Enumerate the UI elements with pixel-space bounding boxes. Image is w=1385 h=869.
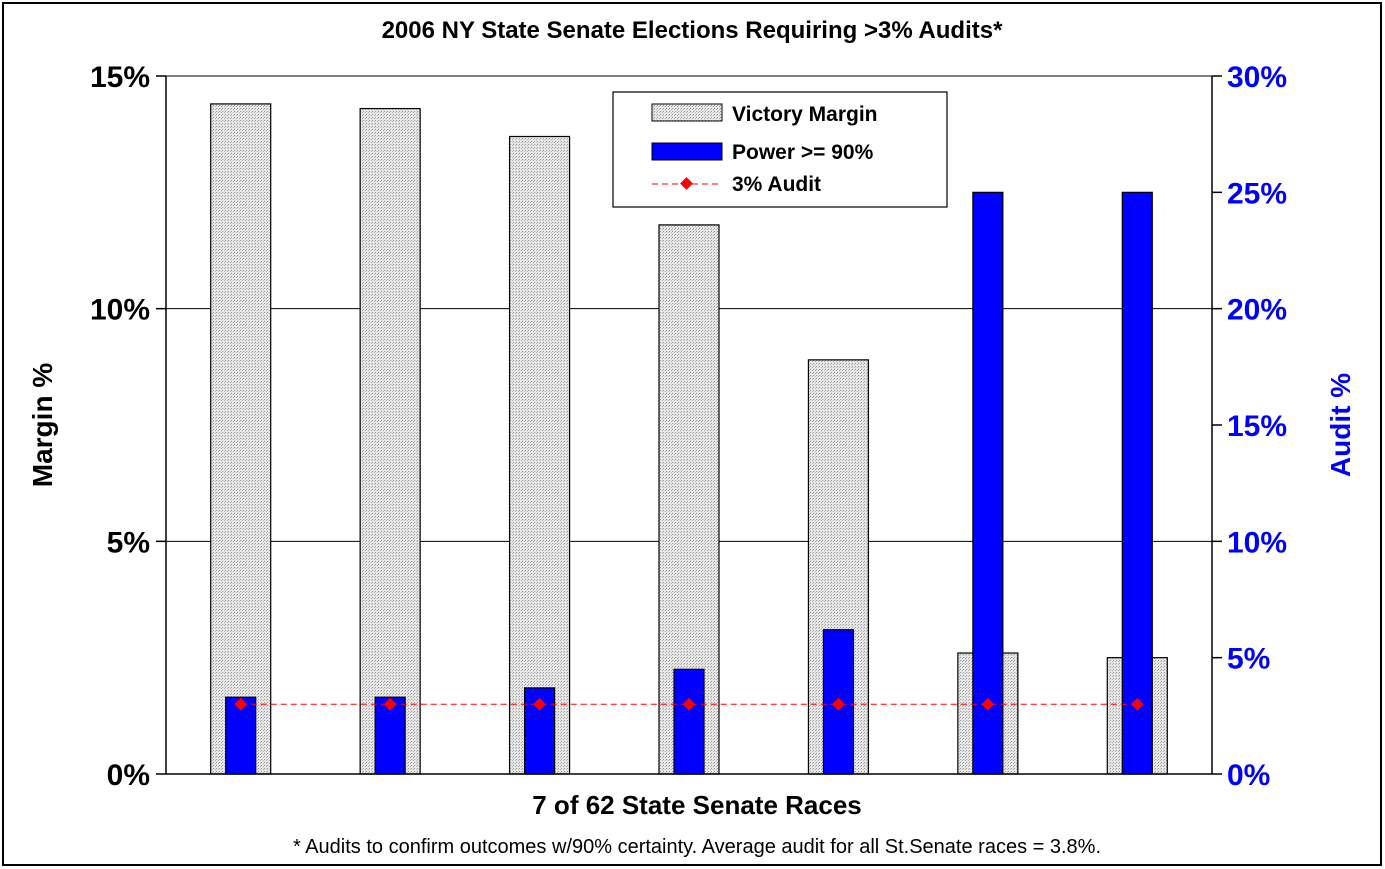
y-right-tick-label-4: 20% [1227, 294, 1287, 327]
y-axis-right-label: Audit % [1325, 373, 1356, 477]
legend-label-victory-margin: Victory Margin [732, 103, 877, 126]
legend-label-power: Power >= 90% [732, 141, 874, 164]
y-right-tick-label-3: 15% [1227, 410, 1287, 443]
bars [210, 103, 1168, 775]
axes [156, 75, 1222, 775]
bar-victory-margin-2 [359, 107, 421, 775]
y-right-tick-label-0: 0% [1227, 759, 1270, 792]
y-right-tick-label-2: 10% [1227, 526, 1287, 559]
y-right-tick-label-6: 30% [1227, 61, 1287, 94]
y-left-tick-label-3: 15% [90, 61, 150, 94]
x-axis-label: 7 of 62 State Senate Races [532, 790, 862, 820]
legend-swatch-power [651, 142, 723, 161]
tick-labels: 0% 5% 10% 15% 0% 5% 10% 15% 20% 25% 30% [90, 61, 1287, 792]
legend: Victory Margin Power >= 90% 3% Audit [612, 91, 948, 208]
y-left-tick-label-1: 5% [107, 526, 150, 559]
bar-power-4 [673, 668, 705, 775]
footnote: * Audits to confirm outcomes w/90% certa… [293, 836, 1101, 858]
bar-victory-margin-3 [508, 135, 571, 775]
legend-label-audit: 3% Audit [732, 173, 821, 196]
bar-victory-margin-1 [210, 103, 272, 775]
y-left-tick-label-0: 0% [107, 759, 150, 792]
y-left-tick-label-2: 10% [90, 294, 150, 327]
bar-power-6 [972, 191, 1004, 775]
legend-swatch-victory-margin [651, 103, 723, 122]
bar-power-7 [1121, 191, 1153, 775]
y-axis-left-label: Margin % [27, 363, 58, 488]
y-right-tick-label-1: 5% [1227, 643, 1270, 676]
y-right-tick-label-5: 25% [1227, 177, 1287, 210]
chart-title: 2006 NY State Senate Elections Requiring… [382, 17, 1004, 44]
